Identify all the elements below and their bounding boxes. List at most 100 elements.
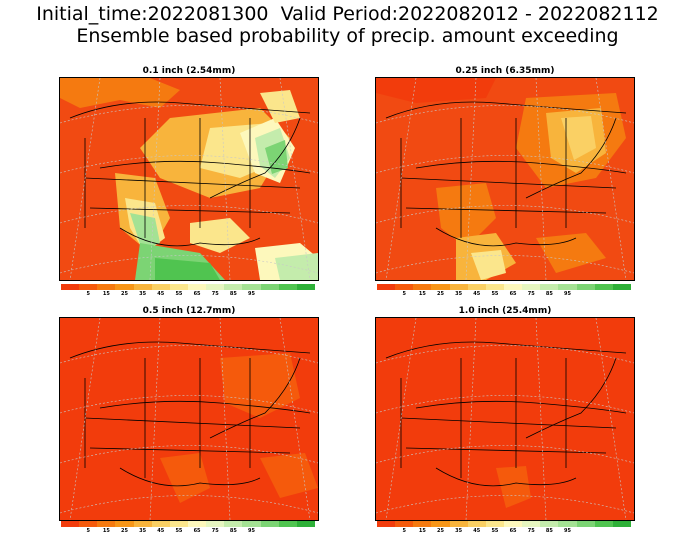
map-panel-1 <box>59 77 319 281</box>
colorbar-swatch <box>115 284 134 290</box>
colorbar-labels: 5 15 25 35 45 55 65 75 85 95 <box>61 290 315 300</box>
colorbar-label: 65 <box>193 291 201 297</box>
colorbar-label: 5 <box>86 291 90 297</box>
map-4 <box>376 318 634 520</box>
colorbar-swatch <box>449 284 468 290</box>
colorbar-label: 5 <box>402 291 406 297</box>
map-1 <box>60 78 318 280</box>
colorbar-label: 15 <box>102 528 110 534</box>
colorbar-swatch <box>377 521 396 527</box>
colorbar-swatch <box>151 284 170 290</box>
colorbar-label: 5 <box>402 528 406 534</box>
colorbar-label: 25 <box>121 291 128 297</box>
colorbar-label: 75 <box>527 528 535 534</box>
colorbar-label: 95 <box>564 291 571 297</box>
colorbar-label: 65 <box>509 528 517 534</box>
map-2 <box>376 78 634 280</box>
colorbar-swatch <box>278 521 297 527</box>
colorbar-3: 5 15 25 35 45 55 65 75 85 95 <box>61 521 315 539</box>
colorbar-label: 45 <box>157 528 165 534</box>
colorbar-label: 75 <box>527 291 535 297</box>
panel-title-3: 0.5 inch (12.7mm) <box>142 306 236 316</box>
colorbar-swatch <box>576 284 595 290</box>
colorbar-swatch <box>115 521 134 527</box>
colorbar-label: 85 <box>229 528 237 534</box>
panel-title-1: 0.1 inch (2.54mm) <box>142 66 236 76</box>
map-3 <box>60 318 318 520</box>
colorbar-swatch <box>612 284 631 290</box>
colorbar-swatch <box>522 521 541 527</box>
colorbar-swatch <box>395 521 414 527</box>
colorbar-label: 15 <box>418 291 426 297</box>
colorbar-label: 45 <box>473 528 481 534</box>
colorbar-swatch <box>151 521 170 527</box>
colorbar-swatch <box>169 284 188 290</box>
colorbar-swatch <box>79 521 98 527</box>
colorbar-swatch <box>260 521 279 527</box>
colorbar-swatch <box>187 521 207 527</box>
header-subtitle: Ensemble based probability of precip. am… <box>76 25 619 47</box>
colorbar-swatch <box>79 284 98 290</box>
colorbar-swatch <box>224 284 243 290</box>
colorbar-swatch <box>187 284 207 290</box>
header-title: Initial_time:2022081300 Valid Period:202… <box>36 3 659 25</box>
colorbar-swatch <box>449 521 468 527</box>
colorbar-2: 5 15 25 35 45 55 65 75 85 95 <box>377 284 631 302</box>
colorbar-label: 35 <box>139 291 147 297</box>
colorbar-swatch <box>206 521 225 527</box>
colorbar-labels: 5 15 25 35 45 55 65 75 85 95 <box>377 290 631 300</box>
colorbar-swatch <box>242 521 261 527</box>
colorbar-swatch <box>485 521 504 527</box>
colorbar-swatch <box>594 284 613 290</box>
colorbar-swatch <box>558 521 577 527</box>
panel-title-4: 1.0 inch (25.4mm) <box>458 306 552 316</box>
colorbar-swatch <box>413 284 432 290</box>
colorbar-swatch <box>278 284 297 290</box>
colorbar-label: 55 <box>491 528 499 534</box>
colorbar-swatch <box>413 521 432 527</box>
colorbar-label: 15 <box>418 528 426 534</box>
colorbar-label: 85 <box>545 291 553 297</box>
colorbar-label: 35 <box>455 291 463 297</box>
colorbar-labels: 5 15 25 35 45 55 65 75 85 95 <box>377 527 631 537</box>
colorbar-swatch <box>558 284 577 290</box>
colorbar-swatch <box>612 521 631 527</box>
colorbar-strip <box>61 284 315 290</box>
colorbar-strip <box>377 521 631 527</box>
colorbar-label: 5 <box>86 528 90 534</box>
colorbar-swatch <box>97 521 116 527</box>
map-panel-4 <box>375 317 635 521</box>
colorbar-label: 95 <box>564 528 571 534</box>
colorbar-swatch <box>594 521 613 527</box>
colorbar-swatch <box>242 284 261 290</box>
colorbar-label: 75 <box>211 291 219 297</box>
colorbar-label: 55 <box>491 291 499 297</box>
colorbar-strip <box>377 284 631 290</box>
colorbar-swatch <box>169 521 188 527</box>
colorbar-swatch <box>540 284 559 290</box>
colorbar-strip <box>61 521 315 527</box>
colorbar-swatch <box>224 521 243 527</box>
colorbar-swatch <box>485 284 504 290</box>
map-panel-3 <box>59 317 319 521</box>
colorbar-swatch <box>133 521 152 527</box>
colorbar-label: 95 <box>248 291 255 297</box>
colorbar-swatch <box>97 284 116 290</box>
colorbar-label: 95 <box>248 528 255 534</box>
colorbar-swatch <box>431 284 450 290</box>
colorbar-swatch <box>377 284 396 290</box>
colorbar-label: 55 <box>175 291 183 297</box>
colorbar-swatch <box>296 284 315 290</box>
colorbar-swatch <box>540 521 559 527</box>
colorbar-label: 25 <box>437 291 444 297</box>
colorbar-swatch <box>467 284 486 290</box>
colorbar-swatch <box>576 521 595 527</box>
colorbar-swatch <box>522 284 541 290</box>
colorbar-label: 35 <box>455 528 463 534</box>
colorbar-swatch <box>503 521 523 527</box>
colorbar-4: 5 15 25 35 45 55 65 75 85 95 <box>377 521 631 539</box>
colorbar-swatch <box>503 284 523 290</box>
colorbar-swatch <box>395 284 414 290</box>
colorbar-label: 85 <box>545 528 553 534</box>
colorbar-swatch <box>61 521 80 527</box>
